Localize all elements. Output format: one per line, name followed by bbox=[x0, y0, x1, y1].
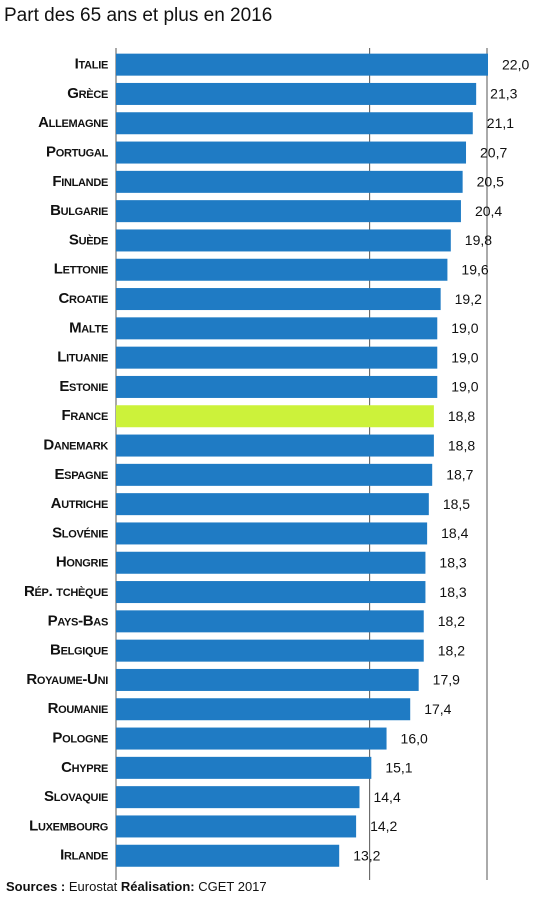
bar bbox=[116, 82, 477, 105]
value-label: 14,2 bbox=[370, 818, 397, 834]
y-tick-label: Pologne bbox=[52, 730, 108, 747]
bar bbox=[116, 844, 340, 867]
value-label: 18,2 bbox=[438, 613, 465, 629]
chart-title: Part des 65 ans et plus en 2016 bbox=[4, 5, 272, 26]
credit-label: Réalisation: bbox=[121, 879, 195, 894]
value-label: 17,9 bbox=[433, 672, 460, 688]
bar bbox=[116, 141, 467, 164]
value-label: 18,4 bbox=[441, 525, 468, 541]
bar bbox=[116, 288, 441, 311]
bar bbox=[116, 756, 372, 779]
bar bbox=[116, 815, 357, 838]
bar bbox=[116, 522, 428, 545]
bar bbox=[116, 375, 438, 398]
y-tick-label: Slovaquie bbox=[44, 788, 108, 805]
value-label: 16,0 bbox=[401, 730, 428, 746]
bar bbox=[116, 581, 426, 604]
value-label: 18,8 bbox=[448, 408, 475, 424]
y-tick-label: Roumanie bbox=[48, 700, 108, 717]
y-tick-label: Danemark bbox=[43, 437, 108, 454]
bar bbox=[116, 639, 424, 662]
y-tick-label: Portugal bbox=[46, 144, 109, 161]
value-label: 19,8 bbox=[465, 232, 492, 248]
y-tick-label: Espagne bbox=[54, 466, 108, 483]
value-label: 18,5 bbox=[443, 496, 470, 512]
y-tick-label: Belgique bbox=[50, 642, 108, 659]
bar bbox=[116, 434, 434, 457]
bar bbox=[116, 551, 426, 574]
value-label: 19,2 bbox=[455, 291, 482, 307]
y-tick-label: Lituanie bbox=[57, 349, 108, 366]
value-label: 20,7 bbox=[480, 144, 507, 160]
bar bbox=[116, 53, 488, 76]
y-tick-label: Hongrie bbox=[56, 554, 108, 571]
value-label: 15,1 bbox=[385, 760, 412, 776]
y-tick-label: Suède bbox=[69, 231, 108, 248]
bar bbox=[116, 405, 434, 428]
bar bbox=[116, 258, 448, 281]
bar bbox=[116, 493, 429, 516]
y-tick-label: Italie bbox=[75, 56, 108, 73]
source-text: Eurostat bbox=[69, 879, 118, 894]
bar bbox=[116, 698, 411, 721]
y-tick-label: Bulgarie bbox=[50, 202, 108, 219]
y-tick-label: Finlande bbox=[52, 173, 108, 190]
value-label: 19,0 bbox=[451, 379, 478, 395]
value-label: 18,8 bbox=[448, 437, 475, 453]
bar bbox=[116, 668, 419, 691]
y-tick-label: Chypre bbox=[61, 759, 108, 776]
value-label: 18,7 bbox=[446, 467, 473, 483]
value-label: 20,5 bbox=[477, 174, 504, 190]
bar bbox=[116, 170, 463, 193]
y-tick-label: Estonie bbox=[59, 378, 108, 395]
value-label: 18,3 bbox=[439, 584, 466, 600]
bar bbox=[116, 786, 360, 809]
value-label: 13,2 bbox=[353, 847, 380, 863]
y-tick-label: Royaume-Uni bbox=[26, 671, 108, 688]
source: Sources : Eurostat Réalisation: CGET 201… bbox=[6, 879, 267, 894]
value-label: 21,3 bbox=[490, 86, 517, 102]
bar bbox=[116, 112, 473, 135]
y-tick-label: Slovénie bbox=[52, 524, 108, 541]
bar bbox=[116, 200, 461, 223]
bar bbox=[116, 317, 438, 340]
y-tick-label: Grèce bbox=[67, 85, 108, 102]
value-label: 19,0 bbox=[451, 349, 478, 365]
y-tick-label: Croatie bbox=[59, 290, 108, 307]
value-label: 17,4 bbox=[424, 701, 451, 717]
value-label: 22,0 bbox=[502, 56, 529, 72]
y-tick-label: Pays-Bas bbox=[48, 612, 108, 629]
y-tick-label: France bbox=[62, 407, 108, 424]
bar bbox=[116, 229, 451, 252]
bar bbox=[116, 463, 433, 486]
y-tick-label: Allemagne bbox=[38, 114, 108, 131]
bar bbox=[116, 346, 438, 369]
y-tick-label: Luxembourg bbox=[29, 817, 108, 834]
value-label: 19,6 bbox=[461, 261, 488, 277]
value-label: 14,4 bbox=[373, 789, 400, 805]
source-label: Sources : bbox=[6, 879, 65, 894]
value-label: 20,4 bbox=[475, 203, 502, 219]
value-label: 19,0 bbox=[451, 320, 478, 336]
credit-text: CGET 2017 bbox=[198, 879, 266, 894]
y-tick-label: Autriche bbox=[51, 495, 108, 512]
y-tick-label: Lettonie bbox=[54, 261, 108, 278]
bar bbox=[116, 610, 424, 633]
value-label: 21,1 bbox=[487, 115, 514, 131]
y-tick-label: Malte bbox=[69, 319, 108, 336]
y-tick-label: Rép. tchèque bbox=[24, 583, 108, 600]
value-label: 18,3 bbox=[439, 554, 466, 570]
bar bbox=[116, 727, 387, 750]
value-label: 18,2 bbox=[438, 642, 465, 658]
y-tick-label: Irlande bbox=[60, 847, 108, 864]
